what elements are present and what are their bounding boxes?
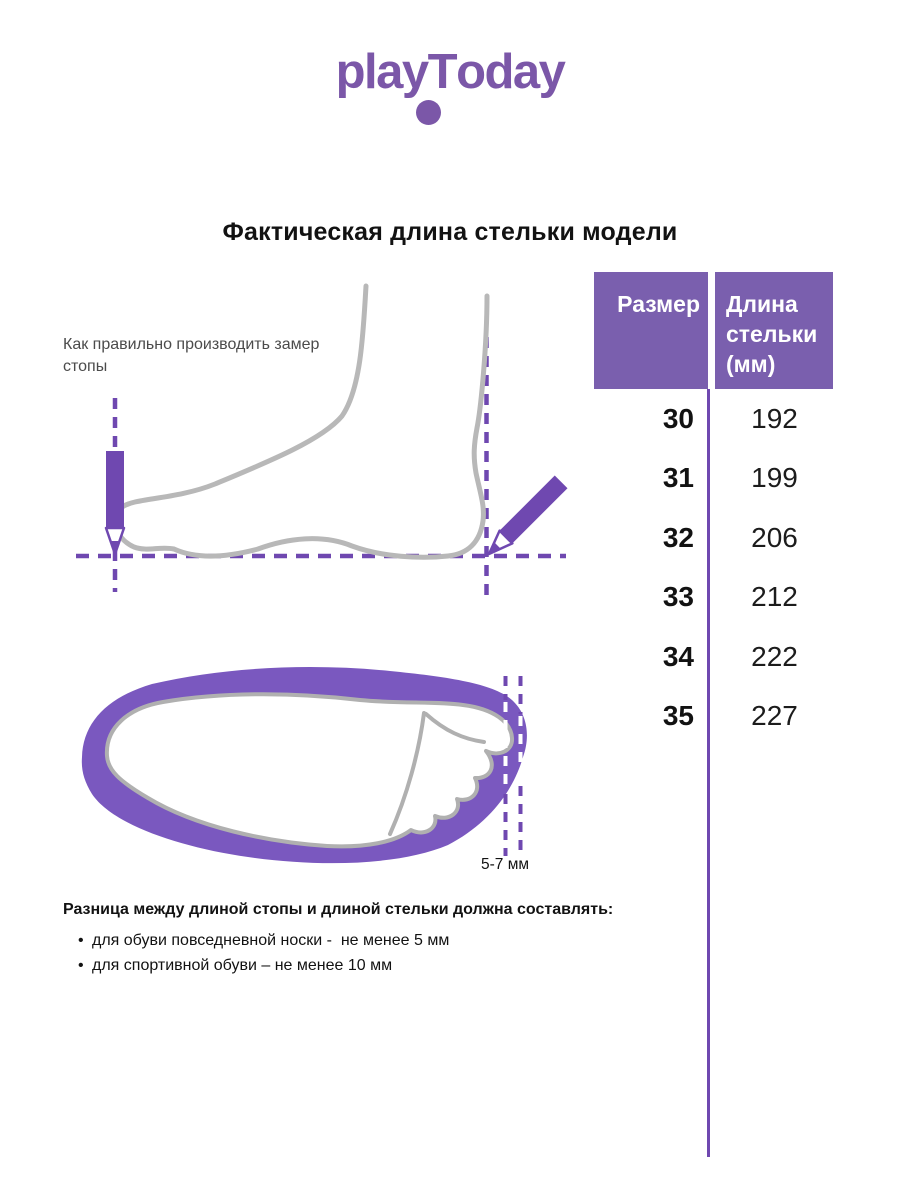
notes-bullet: • для обуви повседневной носки - не менее… xyxy=(63,928,653,953)
foot-measure-diagram xyxy=(76,283,568,603)
notes-bullet: • для спортивной обуви – не менее 10 мм xyxy=(63,953,653,978)
table-row: 33 212 xyxy=(594,568,834,628)
table-row: 34 222 xyxy=(594,627,834,687)
logo-text-play: play xyxy=(335,45,430,99)
length-cell: 222 xyxy=(751,640,798,672)
size-cell: 35 xyxy=(662,700,694,732)
table-divider-line xyxy=(707,389,710,1157)
dashed-guide-lines xyxy=(76,337,566,603)
notes-block: Разница между длиной стопы и длиной стел… xyxy=(63,901,653,978)
size-cell: 31 xyxy=(662,462,694,494)
bullet-text: для спортивной обуви – не менее 10 мм xyxy=(92,957,393,974)
measure-instruction-label: Как правильно производить замер стопы xyxy=(63,336,320,376)
logo-text-oday: oday xyxy=(456,45,566,99)
toe-crease-line xyxy=(424,712,486,744)
footprint-shape xyxy=(104,692,514,849)
bullet-text: для обуви повседневной носки - не менее … xyxy=(92,932,450,949)
table-row: 32 206 xyxy=(594,508,834,568)
footprint-diagram: 5-7 мм xyxy=(81,667,529,873)
brand-logo: playT oday xyxy=(0,45,900,125)
size-cell: 32 xyxy=(662,521,694,553)
gap-size-label: 5-7 мм xyxy=(481,856,529,873)
bullet-icon: • xyxy=(78,957,84,974)
table-row: 35 227 xyxy=(594,687,834,747)
gap-dashed-lines xyxy=(503,676,523,856)
notes-bullet-list: • для обуви повседневной носки - не менее… xyxy=(63,928,653,978)
pencil-right-icon xyxy=(487,475,568,556)
table-row: 30 192 xyxy=(594,389,834,449)
size-table-rows: 30 192 31 199 32 206 33 212 34 222 35 227 xyxy=(594,389,834,746)
ball-crease-line xyxy=(388,711,426,836)
foot-outline xyxy=(112,283,490,560)
table-row: 31 199 xyxy=(594,449,834,509)
logo-text-t: T xyxy=(427,45,458,99)
bullet-icon: • xyxy=(78,932,84,949)
page-title: Фактическая длина стельки модели xyxy=(222,218,678,246)
size-cell: 34 xyxy=(662,640,694,672)
length-cell: 206 xyxy=(751,521,798,553)
table-header-size: Размер xyxy=(594,272,708,389)
length-cell: 212 xyxy=(751,581,798,613)
pencil-left-icon xyxy=(104,451,126,556)
length-cell: 227 xyxy=(751,700,798,732)
notes-heading: Разница между длиной стопы и длиной стел… xyxy=(63,901,614,918)
size-cell: 30 xyxy=(662,402,694,434)
table-header-length: Длина стельки (мм) xyxy=(715,272,833,389)
logo-dot-icon xyxy=(415,100,441,125)
length-cell: 199 xyxy=(751,462,798,494)
length-cell: 192 xyxy=(751,402,798,434)
size-cell: 33 xyxy=(662,581,694,613)
